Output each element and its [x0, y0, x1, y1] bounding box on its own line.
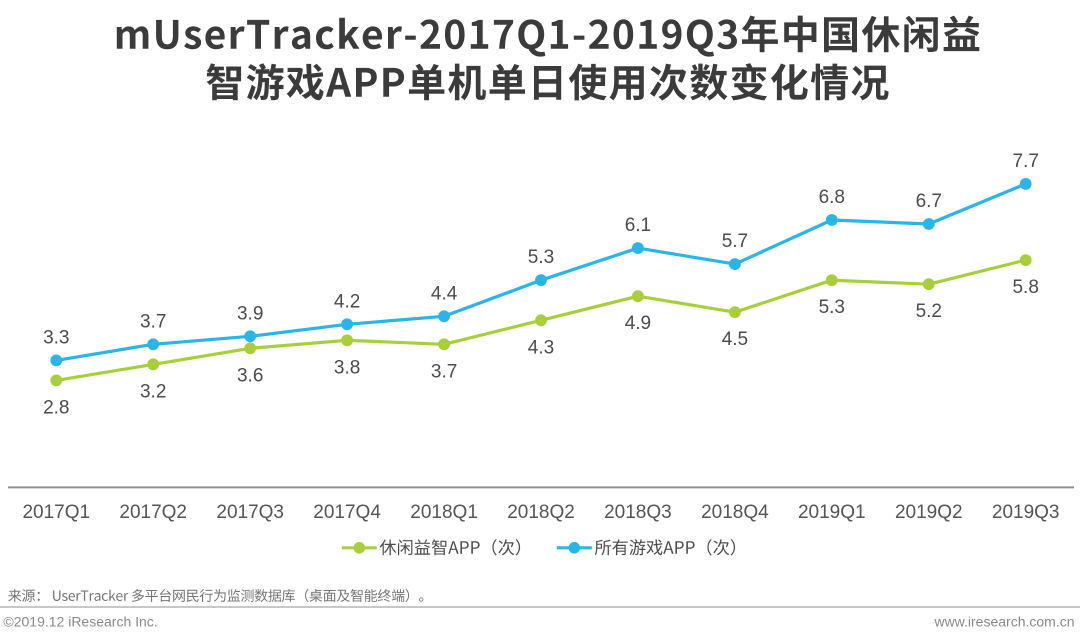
svg-text:2018Q1: 2018Q1 [410, 502, 478, 523]
svg-text:2017Q4: 2017Q4 [313, 502, 381, 523]
svg-text:2017Q3: 2017Q3 [216, 502, 284, 523]
svg-text:2019Q1: 2019Q1 [798, 502, 866, 523]
svg-text:©2019.12 iResearch Inc.: ©2019.12 iResearch Inc. [3, 614, 157, 630]
svg-text:6.7: 6.7 [916, 191, 942, 212]
svg-text:2.8: 2.8 [43, 397, 69, 418]
svg-text:3.9: 3.9 [237, 303, 263, 324]
svg-text:3.3: 3.3 [43, 327, 69, 348]
svg-text:3.2: 3.2 [140, 381, 166, 402]
svg-text:5.8: 5.8 [1012, 277, 1038, 298]
svg-text:7.7: 7.7 [1012, 151, 1038, 172]
svg-text:2017Q2: 2017Q2 [119, 502, 187, 523]
svg-text:3.7: 3.7 [140, 311, 166, 332]
svg-text:2019Q3: 2019Q3 [992, 502, 1060, 523]
svg-text:2017Q1: 2017Q1 [22, 502, 90, 523]
svg-text:2018Q4: 2018Q4 [701, 502, 769, 523]
svg-text:6.1: 6.1 [625, 215, 651, 236]
svg-text:4.3: 4.3 [528, 337, 554, 358]
svg-text:4.5: 4.5 [722, 329, 748, 350]
svg-text:4.4: 4.4 [431, 283, 458, 304]
svg-text:3.7: 3.7 [431, 361, 457, 382]
svg-text:5.7: 5.7 [722, 231, 748, 252]
svg-text:3.6: 3.6 [237, 365, 263, 386]
svg-text:www.iresearch.com.cn: www.iresearch.com.cn [933, 614, 1074, 630]
svg-text:2018Q3: 2018Q3 [604, 502, 672, 523]
svg-text:2018Q2: 2018Q2 [507, 502, 575, 523]
svg-text:5.2: 5.2 [916, 301, 942, 322]
svg-text:4.9: 4.9 [625, 313, 651, 334]
svg-text:3.8: 3.8 [334, 357, 360, 378]
svg-text:2019Q2: 2019Q2 [895, 502, 963, 523]
svg-text:5.3: 5.3 [528, 247, 554, 268]
svg-text:5.3: 5.3 [819, 297, 845, 318]
svg-text:6.8: 6.8 [819, 187, 845, 208]
svg-text:4.2: 4.2 [334, 291, 360, 312]
